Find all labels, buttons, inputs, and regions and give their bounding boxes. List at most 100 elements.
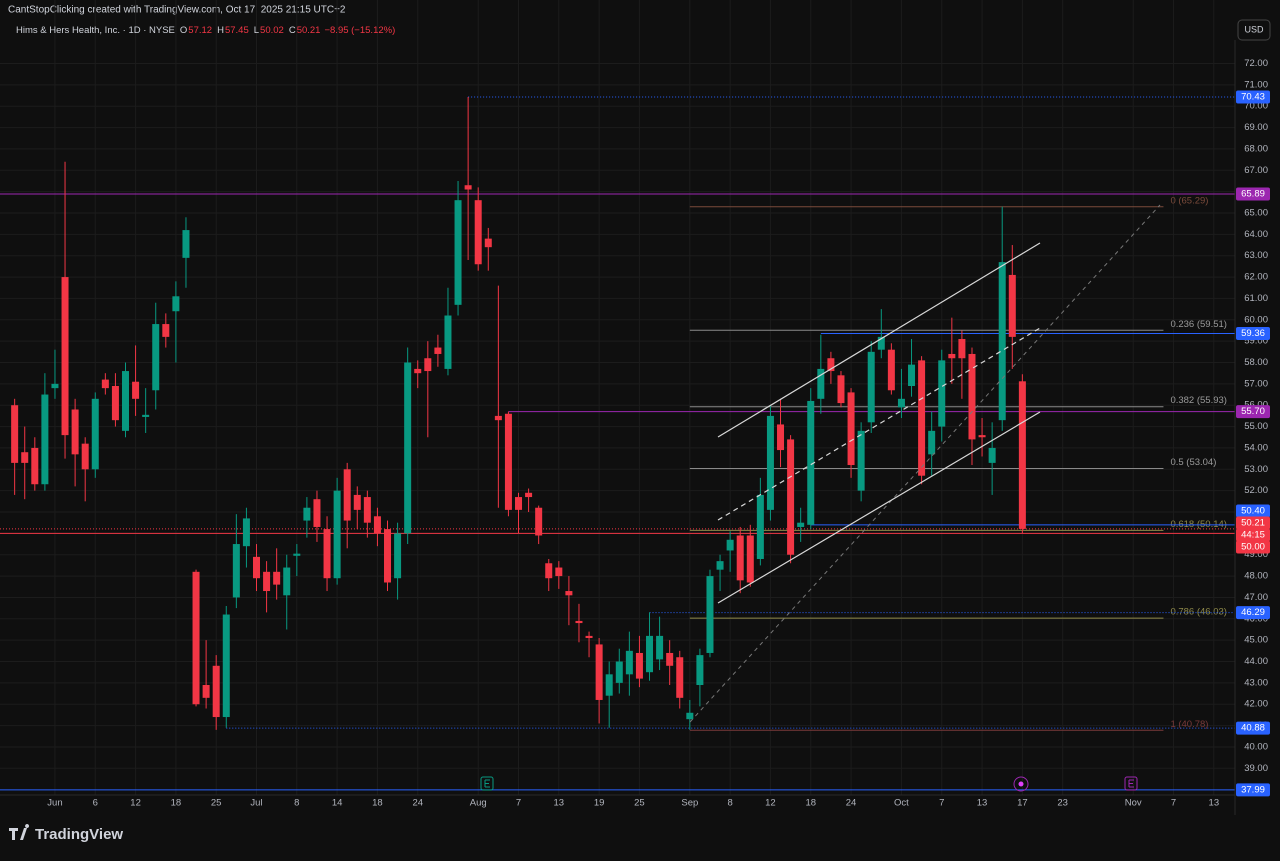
channel-lower <box>717 411 1041 604</box>
candle-body <box>938 360 946 427</box>
event-icon[interactable] <box>1013 776 1029 792</box>
axis-label-bg <box>1236 516 1270 530</box>
candle-body <box>162 324 170 337</box>
y-tick-label: 57.00 <box>1244 378 1268 389</box>
x-tick-label: Sep <box>681 798 698 809</box>
price-level-label: 70.43 <box>1241 92 1265 103</box>
price-level-label: 65.89 <box>1241 189 1265 200</box>
currency-button[interactable] <box>1237 19 1271 41</box>
logo-text: TradingView <box>35 826 123 843</box>
y-tick-label: 44.00 <box>1244 656 1268 667</box>
candle-body <box>958 339 966 359</box>
x-tick-label: 6 <box>93 798 98 809</box>
price-level-label: 50.00 <box>1241 542 1265 553</box>
candle-body <box>585 635 593 639</box>
candle-body <box>424 358 432 372</box>
earnings-icon[interactable] <box>480 776 494 791</box>
ohlc-key: L <box>254 25 259 36</box>
candle-body <box>535 507 543 536</box>
y-tick-label: 43.00 <box>1244 677 1268 688</box>
candle-body <box>152 324 160 391</box>
x-tick-label: 12 <box>765 798 776 809</box>
fib-label: 0.5 (53.04) <box>1170 457 1216 468</box>
y-tick-label: 47.00 <box>1244 592 1268 603</box>
price-level-label: 50.21 <box>1241 518 1265 529</box>
candle-body <box>21 452 29 463</box>
candle-body <box>132 381 140 399</box>
candle-body <box>928 430 936 455</box>
candle-body <box>494 415 502 421</box>
candle-body <box>515 497 523 510</box>
y-tick-label: 69.00 <box>1244 122 1268 133</box>
candle-body <box>323 529 331 579</box>
x-tick-label: 23 <box>1057 798 1068 809</box>
currency-label: USD <box>1244 24 1264 34</box>
candle-body <box>948 353 956 359</box>
y-tick-label: 58.00 <box>1244 357 1268 368</box>
x-tick-label: 7 <box>1171 798 1176 809</box>
x-tick-label: 7 <box>939 798 944 809</box>
fib-label: 0 (65.29) <box>1170 195 1208 206</box>
axis-label-bg <box>1236 606 1270 620</box>
candle-body <box>545 563 553 579</box>
ohlc-key: H <box>217 25 224 36</box>
x-tick-label: 17 <box>1017 798 1028 809</box>
candle-body <box>253 556 261 579</box>
candle-body <box>575 620 583 624</box>
y-tick-label: 55.00 <box>1244 421 1268 432</box>
y-tick-label: 52.00 <box>1244 485 1268 496</box>
candle-body <box>978 435 986 438</box>
candle-body <box>142 414 150 417</box>
earnings-icon[interactable] <box>1124 776 1138 791</box>
y-tick-label: 61.00 <box>1244 293 1268 304</box>
candle-body <box>998 262 1006 421</box>
candle-body <box>232 544 240 598</box>
price-level-label: 50.40 <box>1241 506 1265 517</box>
candle-body <box>716 561 724 570</box>
candle-body <box>464 185 472 190</box>
axis-label-bg <box>1236 90 1270 104</box>
candle-body <box>1018 381 1026 529</box>
price-level-label: 55.70 <box>1241 406 1265 417</box>
candle-body <box>525 492 533 498</box>
candle-body <box>11 405 19 463</box>
symbol-title: Hims & Hers Health, Inc. · 1D · NYSE <box>16 25 175 36</box>
y-tick-label: 62.00 <box>1244 272 1268 283</box>
axis-label-bg <box>1236 528 1270 542</box>
candle-body <box>414 368 422 374</box>
fib-label: 0.236 (59.51) <box>1170 319 1227 330</box>
ohlc-value: 57.45 <box>225 25 249 36</box>
y-tick-label: 72.00 <box>1244 58 1268 69</box>
axis-label-bg <box>1236 405 1270 419</box>
candle-body <box>363 497 371 523</box>
candle-body <box>857 430 865 491</box>
axis-label-bg <box>1236 721 1270 735</box>
candle-body <box>404 362 412 534</box>
candle-body <box>81 443 89 470</box>
candle-body <box>918 360 926 476</box>
price-level-label: 37.99 <box>1241 784 1265 795</box>
channel-upper <box>717 242 1041 438</box>
axis-label-bg <box>1236 783 1270 797</box>
candle-body <box>555 567 563 577</box>
candle-body <box>656 635 664 660</box>
top-bar-text: CantStopClicking created with TradingVie… <box>8 5 346 16</box>
candle-body <box>41 394 49 485</box>
candle-body <box>897 398 905 408</box>
candle-body <box>817 368 825 399</box>
candle-body <box>666 652 674 666</box>
candle-body <box>373 516 381 534</box>
fib-label: 1 (40.78) <box>1170 719 1208 730</box>
candle-body <box>303 507 311 521</box>
y-tick-label: 70.00 <box>1244 101 1268 112</box>
price-level-label: 40.88 <box>1241 723 1265 734</box>
y-tick-label: 54.00 <box>1244 442 1268 453</box>
candle-body <box>756 494 764 559</box>
candle-body <box>202 685 210 698</box>
candle-body <box>242 518 250 547</box>
axis-label-bg <box>1236 187 1270 201</box>
candle-body <box>706 576 714 653</box>
candle-body <box>474 200 482 265</box>
price-level-label: 59.36 <box>1241 328 1265 339</box>
